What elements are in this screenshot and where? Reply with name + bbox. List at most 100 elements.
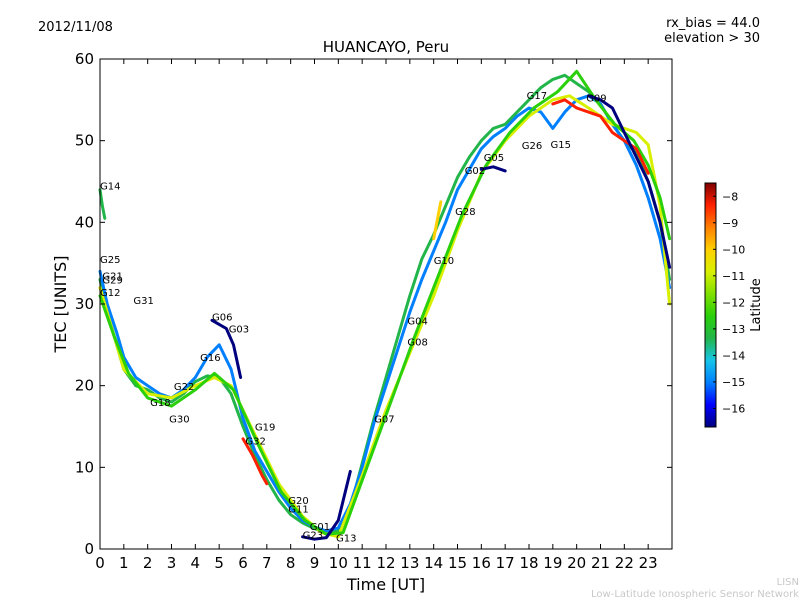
colorbar-tick-label: −11 bbox=[722, 270, 745, 283]
satellite-label: G25 bbox=[100, 255, 120, 266]
x-tick-label: 6 bbox=[238, 554, 248, 572]
satellite-label: G05 bbox=[484, 153, 504, 164]
y-tick-label: 20 bbox=[75, 377, 94, 395]
y-axis: 0 10 20 30 40 50 60 bbox=[75, 50, 672, 558]
series-line-K bbox=[301, 469, 352, 541]
satellite-label: G02 bbox=[465, 166, 485, 177]
satellite-label: G26 bbox=[522, 141, 542, 152]
x-tick-label: 18 bbox=[519, 554, 538, 572]
x-tick-label: 17 bbox=[496, 554, 515, 572]
x-tick-label: 23 bbox=[639, 554, 658, 572]
satellite-label: G12 bbox=[100, 288, 120, 299]
x-tick-label: 8 bbox=[286, 554, 296, 572]
series-line-I bbox=[241, 437, 269, 486]
satellite-label: G22 bbox=[174, 382, 194, 393]
y-tick-label: 30 bbox=[75, 295, 94, 313]
x-tick-label: 22 bbox=[615, 554, 634, 572]
colorbar-tick-label: −16 bbox=[722, 402, 745, 415]
series-line-F bbox=[587, 94, 672, 269]
chart-title: HUANCAYO, Peru bbox=[323, 38, 449, 56]
series-line-A bbox=[98, 73, 672, 535]
x-tick-label: 19 bbox=[543, 554, 562, 572]
y-tick-label: 50 bbox=[75, 132, 94, 150]
satellite-label: G23 bbox=[303, 530, 323, 541]
elevation-label: elevation > 30 bbox=[664, 31, 760, 46]
colorbar-tick-label: −10 bbox=[722, 243, 745, 256]
x-tick-label: 1 bbox=[119, 554, 129, 572]
y-tick-label: 0 bbox=[84, 540, 94, 558]
x-tick-label: 5 bbox=[214, 554, 224, 572]
y-tick-label: 40 bbox=[75, 213, 94, 231]
series-line-E bbox=[551, 98, 650, 175]
satellite-label: G28 bbox=[455, 207, 475, 218]
colorbar-label: Latitude bbox=[749, 278, 764, 332]
rx-bias-label: rx_bias = 44.0 bbox=[666, 16, 760, 31]
series-line-L bbox=[432, 200, 443, 241]
series-line-H bbox=[479, 165, 507, 173]
x-tick-label: 9 bbox=[310, 554, 320, 572]
colorbar-tick-label: −14 bbox=[722, 349, 745, 362]
x-tick-label: 15 bbox=[448, 554, 467, 572]
series-line-B bbox=[98, 94, 672, 533]
x-tick-label: 7 bbox=[262, 554, 272, 572]
x-axis: 0 1 2 3 4 5 6 7 8 9 10 11 12 13 14 15 16 17 18 19 20 21 22 23 bbox=[95, 59, 658, 572]
x-tick-label: 2 bbox=[143, 554, 153, 572]
x-tick-label: 21 bbox=[591, 554, 610, 572]
colorbar-gradient bbox=[704, 182, 717, 428]
series-line-D bbox=[98, 69, 672, 536]
satellite-label: G29 bbox=[102, 276, 122, 287]
satellite-label: G08 bbox=[407, 338, 427, 349]
satellite-label: G09 bbox=[586, 94, 606, 105]
colorbar-tick-label: −8 bbox=[722, 190, 738, 203]
satellite-label: G32 bbox=[245, 437, 265, 448]
x-tick-label: 16 bbox=[472, 554, 491, 572]
x-tick-label: 11 bbox=[353, 554, 372, 572]
x-tick-label: 20 bbox=[567, 554, 586, 572]
series-layer bbox=[98, 69, 672, 541]
x-tick-label: 3 bbox=[167, 554, 177, 572]
satellite-label: G21 bbox=[102, 272, 122, 283]
satellite-label: G11 bbox=[288, 504, 308, 515]
satellite-label: G13 bbox=[336, 534, 356, 545]
colorbar-tick-label: −12 bbox=[722, 296, 745, 309]
satellite-label: G14 bbox=[100, 182, 120, 193]
plot-frame bbox=[99, 58, 673, 550]
satellite-label: G31 bbox=[133, 296, 153, 307]
date-label: 2012/11/08 bbox=[38, 20, 113, 35]
x-tick-label: 12 bbox=[376, 554, 395, 572]
colorbar-tick-label: −15 bbox=[722, 376, 745, 389]
satellite-label: G17 bbox=[527, 91, 547, 102]
satellite-label: G16 bbox=[200, 353, 220, 364]
x-tick-label: 0 bbox=[95, 554, 105, 572]
satellite-label: G07 bbox=[374, 414, 394, 425]
x-axis-label: Time [UT] bbox=[346, 575, 425, 594]
satellite-label: G10 bbox=[434, 256, 454, 267]
satellite-label: G15 bbox=[551, 140, 571, 151]
series-line-C bbox=[98, 94, 672, 539]
colorbar-tick-label: −13 bbox=[722, 323, 745, 336]
series-line-G bbox=[210, 318, 243, 379]
x-tick-label: 14 bbox=[424, 554, 443, 572]
satellite-label: G06 bbox=[212, 312, 232, 323]
satellite-label: G19 bbox=[255, 423, 275, 434]
satellite-label: G20 bbox=[288, 496, 308, 507]
series-line-J bbox=[98, 188, 107, 220]
x-tick-label: 10 bbox=[329, 554, 348, 572]
colorbar: −8 −9 −10 −11 −12 −13 −14 −15 −16 Latitude bbox=[704, 182, 764, 428]
satellite-label: G04 bbox=[407, 316, 427, 327]
satellite-label: G01 bbox=[310, 522, 330, 533]
footer-lisn: LISN bbox=[777, 577, 799, 588]
colorbar-ticks: −8 −9 −10 −11 −12 −13 −14 −15 −16 bbox=[713, 190, 745, 415]
x-tick-label: 13 bbox=[400, 554, 419, 572]
y-tick-label: 10 bbox=[75, 458, 94, 476]
satellite-label: G30 bbox=[169, 414, 189, 425]
y-tick-label: 60 bbox=[75, 50, 94, 68]
footer-network: Low-Latitude Ionospheric Sensor Network bbox=[591, 589, 799, 600]
x-tick-label: 4 bbox=[191, 554, 201, 572]
satellite-label: G03 bbox=[229, 325, 249, 336]
colorbar-tick-label: −9 bbox=[722, 217, 738, 230]
y-axis-label: TEC [UNITS] bbox=[51, 256, 70, 354]
satellite-label: G18 bbox=[150, 398, 170, 409]
